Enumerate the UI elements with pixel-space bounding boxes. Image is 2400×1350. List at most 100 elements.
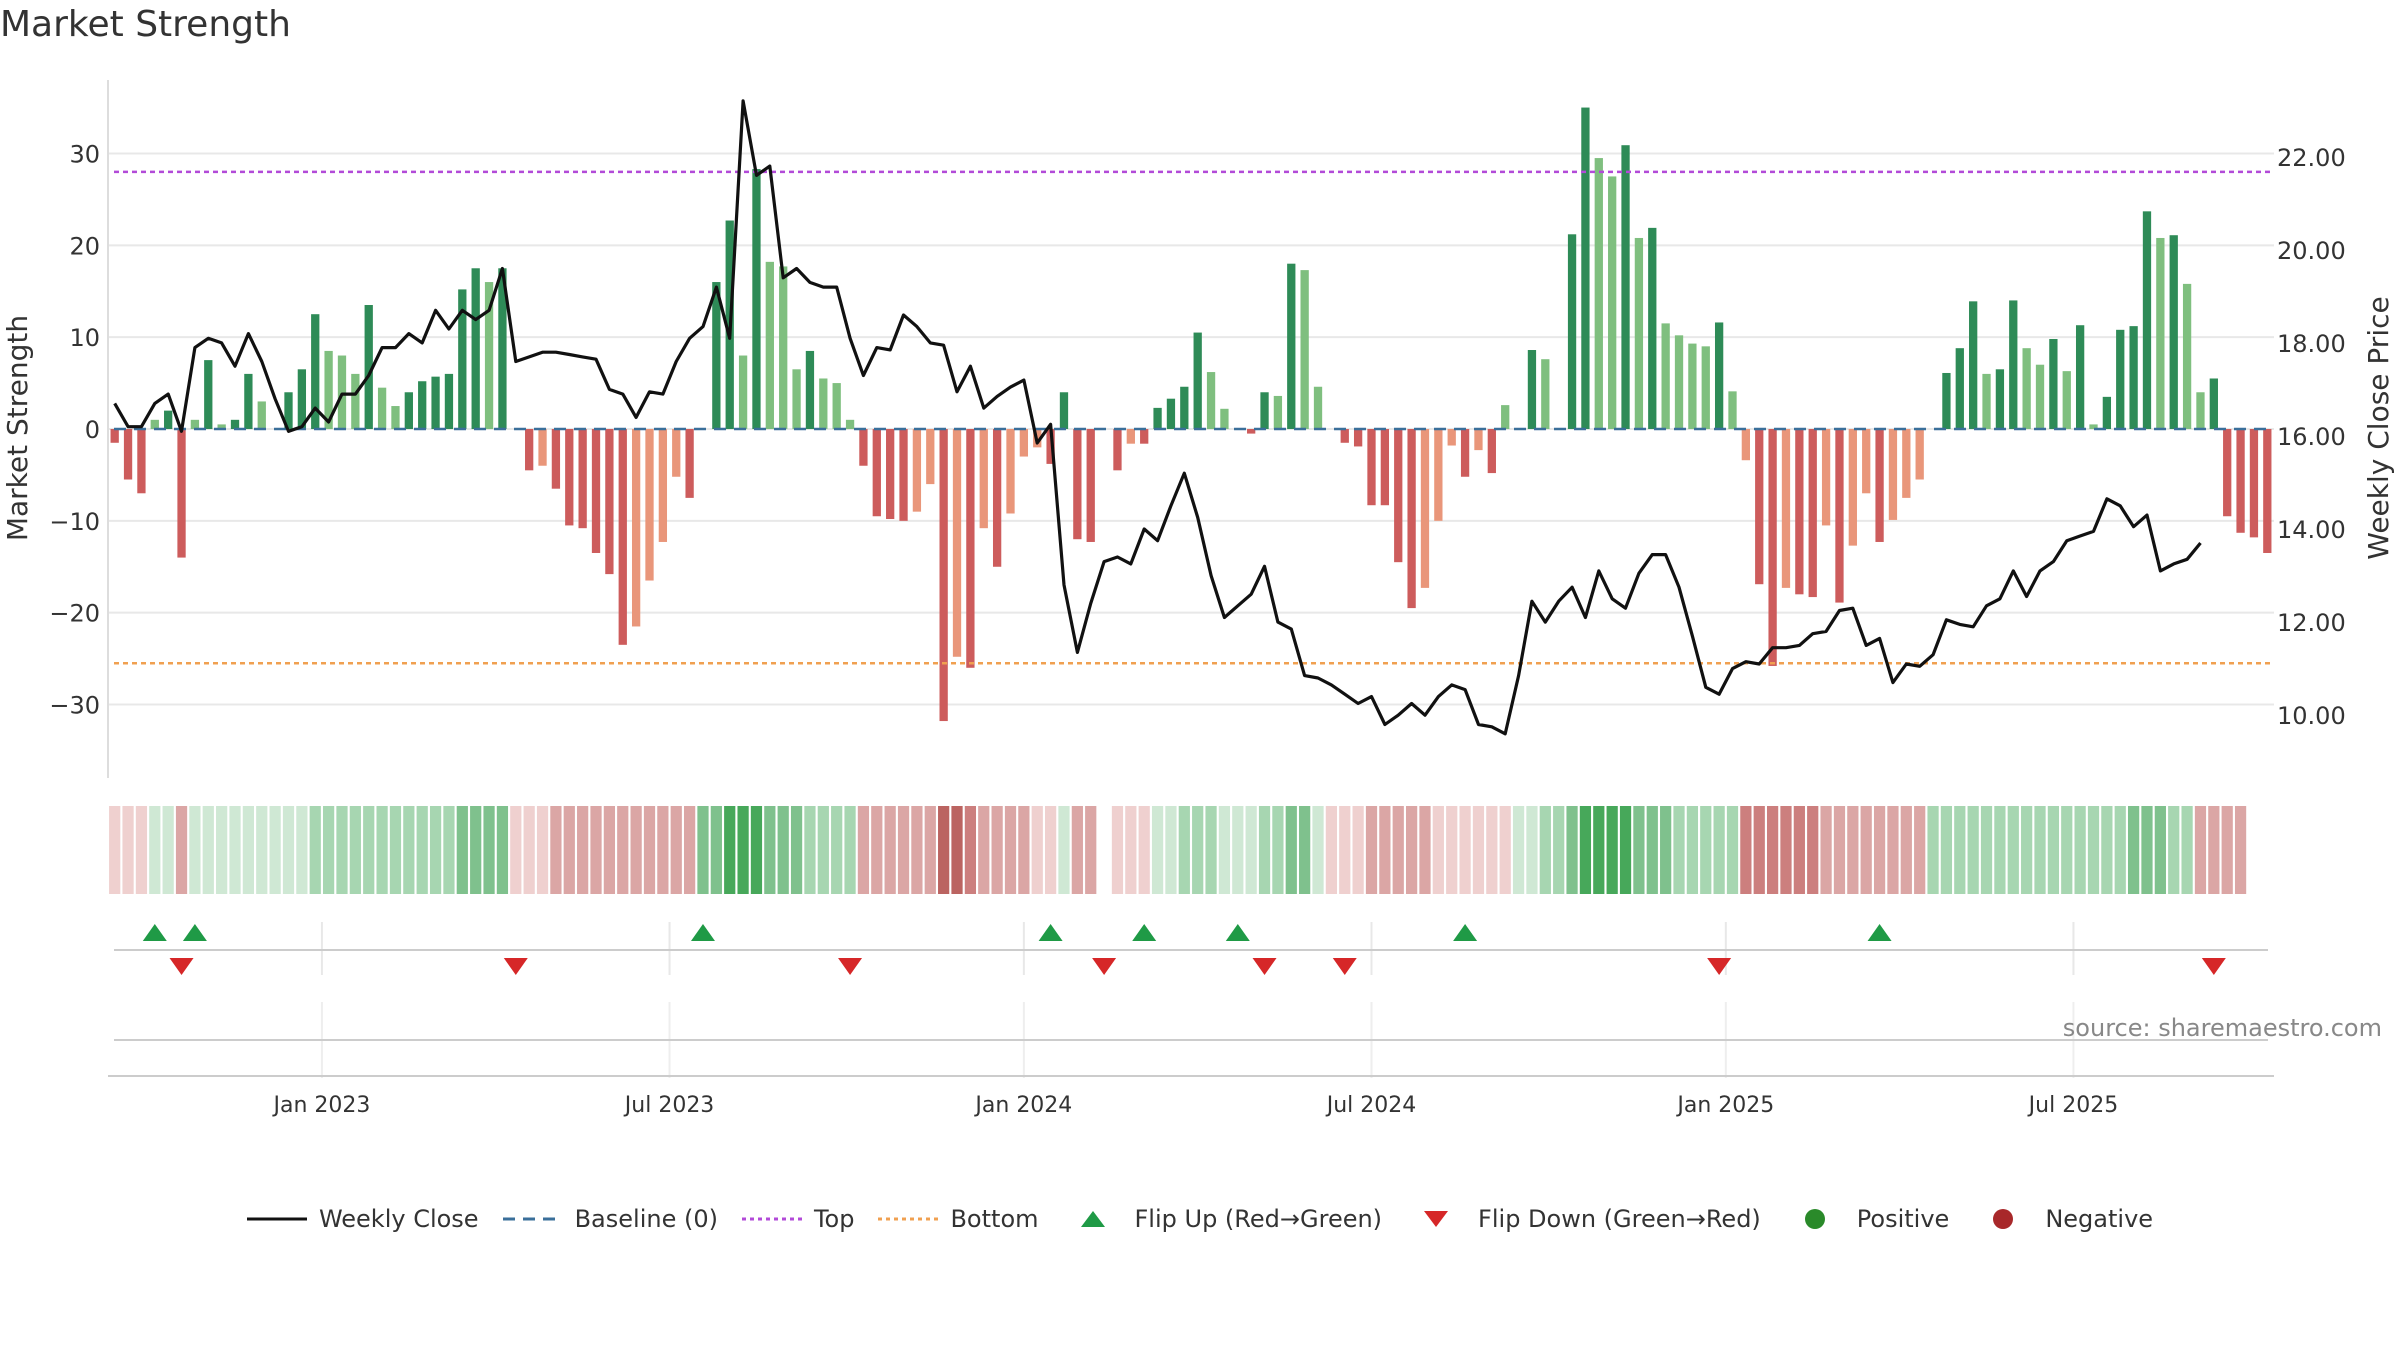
heat-cell [1526,806,1538,894]
heat-cell [1044,806,1057,894]
heat-cell [309,806,321,894]
legend-swatch [1080,1211,1105,1227]
strength-bar [1073,429,1082,540]
flip-down-marker [503,958,528,975]
heat-cell [162,806,174,894]
strength-bar [1875,429,1884,542]
heat-cell [857,806,870,894]
strength-bar [859,429,868,466]
heat-cell [2168,806,2180,894]
heat-cell [1178,806,1190,894]
strength-bar [311,314,320,429]
strength-bar [1648,227,1657,429]
heat-cell [1058,806,1070,894]
heat-cell [1713,806,1725,894]
strength-bar [1340,429,1349,443]
strength-bar [1527,350,1537,429]
heat-cell [109,806,121,894]
strength-bar [939,429,948,722]
strength-bar [2223,429,2232,517]
heat-cell [1285,806,1297,894]
heat-cell [1646,806,1658,894]
strength-bar [1006,429,1015,514]
heat-cell [2234,806,2247,894]
heat-cell [938,806,950,894]
strength-bar [297,369,307,429]
legend-swatch [1993,1209,2014,1229]
heat-cell [577,806,589,894]
heat-cell [1085,806,1097,894]
strength-bar [1714,322,1724,429]
heat-cell [750,806,763,894]
heat-cell [1887,806,1899,894]
strength-bar [645,429,654,581]
strength-bar [1501,405,1510,429]
legend-label: Bottom [950,1205,1039,1233]
legend-item: Flip Down (Green→Red) [1406,1205,1761,1233]
strength-bar [1701,346,1710,429]
heat-cell [550,806,562,894]
weekly-close-line [113,99,2202,736]
x-tick-label: Jan 2023 [271,1093,370,1118]
heat-cell [363,806,375,894]
legend-swatch [1804,1209,1825,1229]
legend-item: Weekly Close [246,1205,479,1233]
strength-bar [1995,369,2005,429]
strength-bar [1835,429,1844,603]
heat-cell [523,806,535,894]
heat-cell [1459,806,1471,894]
heat-cell [403,806,415,894]
flip-up-marker [690,924,715,941]
strength-bar [538,429,547,466]
strength-bar [551,429,561,489]
heat-cell [831,806,843,894]
strength-bar [1313,386,1323,429]
strength-bar [1888,429,1898,520]
strength-bar [244,373,253,429]
strength-bar [618,429,627,645]
strength-bar [1795,429,1804,595]
strength-bar [1407,429,1416,609]
legend-label: Baseline (0) [574,1205,718,1233]
heat-cell [1352,806,1364,894]
heat-cell [2141,806,2153,894]
strength-bar [137,429,146,494]
strength-bar [591,429,601,553]
strength-bar [2089,424,2098,429]
strength-bar [1621,145,1630,430]
heat-cell [2101,806,2113,894]
heat-cell [1914,806,1926,894]
heat-cell [1299,806,1311,894]
heat-cell [1820,806,1832,894]
heat-cell [1700,806,1712,894]
heat-cell [563,806,575,894]
strength-bar [1300,270,1309,429]
strength-bar [1982,373,1991,429]
strength-bar [805,350,815,429]
heat-cell [1860,806,1872,894]
strength-bar [444,373,454,429]
heat-cell [1018,806,1030,894]
heat-cell [2181,806,2193,894]
heat-cell [149,806,161,894]
strength-bar [1220,408,1229,429]
strength-bar [498,268,507,429]
heat-cell [122,806,134,894]
flip-down-marker [169,958,194,975]
legend-swatch [1424,1211,1449,1227]
strength-bar [752,169,761,429]
flip-up-marker [1453,924,1478,941]
heat-cell [135,806,148,894]
strength-bar [1019,429,1029,457]
chart-title: Market Strength [0,4,291,45]
heat-cell [1579,806,1592,894]
heat-cell [216,806,228,894]
heat-cell [336,806,348,894]
legend-item: Flip Up (Red→Green) [1063,1205,1382,1233]
strength-bar [765,261,774,429]
heat-cell [1753,806,1765,894]
x-tick-label: Jul 2025 [2027,1093,2119,1118]
strength-bar [2196,392,2205,429]
y-tick-label: 10 [69,324,100,352]
strength-bar [658,429,668,542]
